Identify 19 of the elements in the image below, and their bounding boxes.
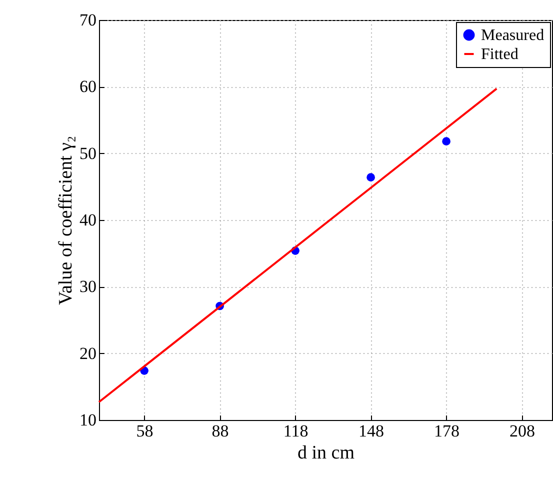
- y-tick-label: 60: [80, 77, 96, 96]
- x-tick-label: 118: [283, 422, 308, 440]
- x-axis-title: d in cm: [298, 442, 355, 464]
- x-tick-label: 148: [358, 422, 384, 440]
- x-tick-label: 58: [136, 422, 154, 440]
- y-tick-label: 40: [80, 210, 96, 230]
- point: [366, 173, 375, 182]
- point: [442, 137, 450, 146]
- y-axis-title: Value of coefficient γ₂: [56, 136, 76, 306]
- legend-label: Measured: [481, 27, 544, 44]
- y-tick-label: 70: [80, 10, 96, 30]
- x-tick-label: 88: [212, 422, 229, 440]
- y-tick-label: 30: [80, 277, 96, 296]
- y-tick-label: 20: [80, 344, 96, 363]
- legend-label: Fitted: [481, 46, 518, 63]
- x-tick-label: 208: [510, 422, 536, 440]
- x-tick-label: 178: [434, 422, 460, 440]
- y-tick-label: 50: [80, 144, 96, 163]
- y-tick-label: 10: [80, 410, 96, 430]
